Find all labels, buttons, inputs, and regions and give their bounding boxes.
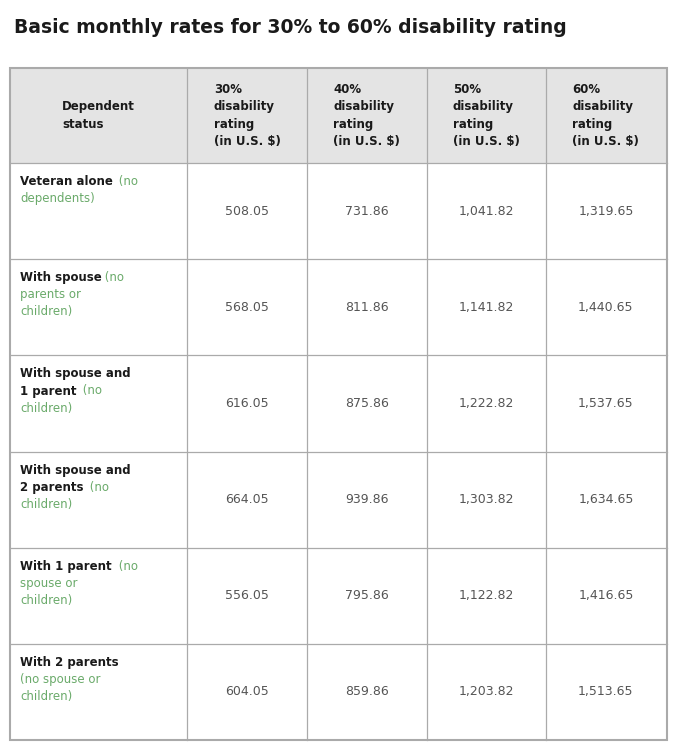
- Text: 1,122.82: 1,122.82: [458, 589, 514, 602]
- Text: children): children): [20, 305, 72, 319]
- Text: (no: (no: [115, 560, 138, 573]
- Text: children): children): [20, 402, 72, 414]
- Text: 616.05: 616.05: [225, 397, 269, 410]
- Text: 1,634.65: 1,634.65: [578, 493, 634, 506]
- Bar: [10, 163, 667, 259]
- Text: 556.05: 556.05: [225, 589, 269, 602]
- Text: dependents): dependents): [20, 192, 95, 205]
- Text: 859.86: 859.86: [345, 685, 389, 699]
- Text: (no: (no: [100, 272, 123, 284]
- Text: With 1 parent: With 1 parent: [20, 560, 112, 573]
- Text: (no: (no: [79, 384, 102, 397]
- Text: 664.05: 664.05: [225, 493, 269, 506]
- Text: 508.05: 508.05: [225, 205, 269, 218]
- Text: Dependent
status: Dependent status: [62, 100, 135, 131]
- Text: With spouse and
2 parents: With spouse and 2 parents: [20, 464, 131, 494]
- Text: 1,513.65: 1,513.65: [578, 685, 634, 699]
- Text: spouse or: spouse or: [20, 577, 77, 589]
- Text: 1,537.65: 1,537.65: [578, 397, 634, 410]
- Text: 1,141.82: 1,141.82: [458, 301, 514, 313]
- Text: children): children): [20, 497, 72, 511]
- Bar: [10, 644, 667, 740]
- Text: 30%
disability
rating
(in U.S. $): 30% disability rating (in U.S. $): [214, 83, 280, 148]
- Text: 939.86: 939.86: [345, 493, 389, 506]
- Bar: [10, 68, 667, 163]
- Bar: [10, 355, 667, 452]
- Text: 60%
disability
rating
(in U.S. $): 60% disability rating (in U.S. $): [573, 83, 639, 148]
- Text: (no spouse or: (no spouse or: [20, 673, 100, 686]
- Text: 731.86: 731.86: [345, 205, 389, 218]
- Text: parents or: parents or: [20, 288, 81, 301]
- Bar: [10, 548, 667, 644]
- Text: 1,222.82: 1,222.82: [458, 397, 514, 410]
- Text: children): children): [20, 594, 72, 607]
- Text: 604.05: 604.05: [225, 685, 269, 699]
- Text: 50%
disability
rating
(in U.S. $): 50% disability rating (in U.S. $): [453, 83, 520, 148]
- Text: With spouse: With spouse: [20, 272, 102, 284]
- Text: 795.86: 795.86: [345, 589, 389, 602]
- Text: 1,440.65: 1,440.65: [578, 301, 634, 313]
- Text: With spouse and
1 parent: With spouse and 1 parent: [20, 367, 131, 398]
- Text: Veteran alone: Veteran alone: [20, 175, 113, 188]
- Text: 1,416.65: 1,416.65: [578, 589, 634, 602]
- Text: 568.05: 568.05: [225, 301, 269, 313]
- Bar: [10, 259, 667, 355]
- Text: With 2 parents: With 2 parents: [20, 656, 118, 669]
- Text: children): children): [20, 690, 72, 703]
- Text: (no: (no: [115, 175, 138, 188]
- Text: 1,203.82: 1,203.82: [458, 685, 514, 699]
- Bar: [10, 68, 667, 740]
- Text: 875.86: 875.86: [345, 397, 389, 410]
- Text: 40%
disability
rating
(in U.S. $): 40% disability rating (in U.S. $): [333, 83, 400, 148]
- Text: 1,303.82: 1,303.82: [458, 493, 514, 506]
- Text: 1,319.65: 1,319.65: [578, 205, 634, 218]
- Text: 1,041.82: 1,041.82: [458, 205, 514, 218]
- Text: 811.86: 811.86: [345, 301, 389, 313]
- Text: Basic monthly rates for 30% to 60% disability rating: Basic monthly rates for 30% to 60% disab…: [14, 18, 567, 37]
- Bar: [10, 452, 667, 548]
- Text: (no: (no: [86, 481, 109, 494]
